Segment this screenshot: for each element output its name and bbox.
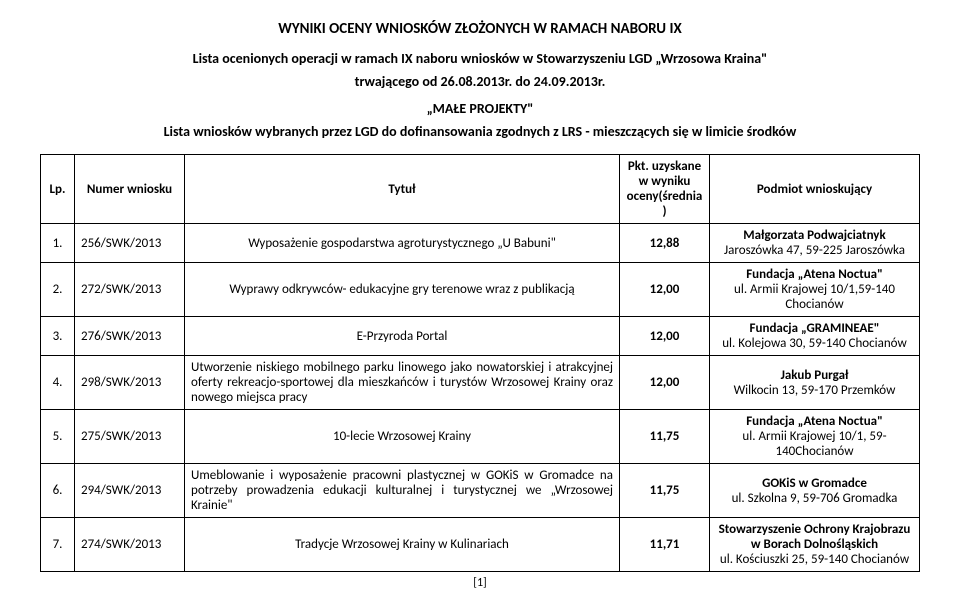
pod-name: Fundacja „Atena Noctua" <box>746 267 883 282</box>
cell-title: 10-lecie Wrzosowej Krainy <box>185 410 620 464</box>
page-number: [1] <box>40 576 920 590</box>
heading-section: „MAŁE PROJEKTY" <box>40 100 920 117</box>
cell-lp: 5. <box>41 410 75 464</box>
cell-lp: 6. <box>41 464 75 518</box>
table-row: 6. 294/SWK/2013 Umeblowanie i wyposażeni… <box>41 464 920 518</box>
cell-nr: 298/SWK/2013 <box>75 356 185 410</box>
cell-pkt: 12,88 <box>620 224 710 263</box>
cell-title: E-Przyroda Portal <box>185 317 620 356</box>
pod-addr: ul. Armii Krajowej 10/1,59-140 Chocianów <box>734 282 895 312</box>
th-pod: Podmiot wnioskujący <box>710 155 920 224</box>
cell-pod: Fundacja „Atena Noctua" ul. Armii Krajow… <box>710 263 920 317</box>
cell-nr: 275/SWK/2013 <box>75 410 185 464</box>
cell-title: Umeblowanie i wyposażenie pracowni plast… <box>185 464 620 518</box>
pod-addr: ul. Szkolna 9, 59-706 Gromadka <box>732 491 898 506</box>
cell-pkt: 12,00 <box>620 263 710 317</box>
cell-lp: 4. <box>41 356 75 410</box>
pod-name: GOKiS w Gromadce <box>762 476 867 491</box>
table-header-row: Lp. Numer wniosku Tytuł Pkt. uzyskane w … <box>41 155 920 224</box>
table-row: 2. 272/SWK/2013 Wyprawy odkrywców- eduka… <box>41 263 920 317</box>
heading-dates: trwającego od 26.08.2013r. do 24.09.2013… <box>40 73 920 90</box>
pod-addr: Wilkocin 13, 59-170 Przemków <box>734 383 896 398</box>
cell-lp: 7. <box>41 518 75 572</box>
cell-pod: Fundacja „Atena Noctua" ul. Armii Krajow… <box>710 410 920 464</box>
cell-pkt: 11,75 <box>620 464 710 518</box>
pod-name: Stowarzyszenie Ochrony Krajobrazu w Bora… <box>719 522 911 552</box>
pod-addr: Jaroszówka 47, 59-225 Jaroszówka <box>724 243 905 258</box>
pod-name: Fundacja „GRAMINEAE" <box>750 321 880 336</box>
pod-name: Fundacja „Atena Noctua" <box>746 414 883 429</box>
cell-lp: 1. <box>41 224 75 263</box>
table-row: 4. 298/SWK/2013 Utworzenie niskiego mobi… <box>41 356 920 410</box>
cell-pod: Stowarzyszenie Ochrony Krajobrazu w Bora… <box>710 518 920 572</box>
cell-pod: Jakub Purgał Wilkocin 13, 59-170 Przemkó… <box>710 356 920 410</box>
cell-nr: 256/SWK/2013 <box>75 224 185 263</box>
table-row: 7. 274/SWK/2013 Tradycje Wrzosowej Krain… <box>41 518 920 572</box>
results-table: Lp. Numer wniosku Tytuł Pkt. uzyskane w … <box>40 154 920 572</box>
cell-nr: 274/SWK/2013 <box>75 518 185 572</box>
th-nr: Numer wniosku <box>75 155 185 224</box>
cell-lp: 2. <box>41 263 75 317</box>
pod-addr: ul. Kościuszki 25, 59-140 Chocianów <box>720 552 909 567</box>
th-pkt: Pkt. uzyskane w wyniku oceny(średnia) <box>620 155 710 224</box>
document-page: WYNIKI OCENY WNIOSKÓW ZŁOŻONYCH W RAMACH… <box>0 0 960 600</box>
pod-name: Małgorzata Podwajciatnyk <box>743 228 885 243</box>
th-title: Tytuł <box>185 155 620 224</box>
cell-pod: Fundacja „GRAMINEAE" ul. Kolejowa 30, 59… <box>710 317 920 356</box>
cell-pkt: 12,00 <box>620 356 710 410</box>
pod-name: Jakub Purgał <box>781 368 849 383</box>
cell-title: Wyprawy odkrywców- edukacyjne gry tereno… <box>185 263 620 317</box>
cell-title: Tradycje Wrzosowej Krainy w Kulinariach <box>185 518 620 572</box>
cell-pkt: 11,75 <box>620 410 710 464</box>
cell-nr: 294/SWK/2013 <box>75 464 185 518</box>
cell-pkt: 12,00 <box>620 317 710 356</box>
cell-title: Wyposażenie gospodarstwa agroturystyczne… <box>185 224 620 263</box>
th-lp: Lp. <box>41 155 75 224</box>
pod-addr: ul. Armii Krajowej 10/1, 59-140Chocianów <box>742 429 886 459</box>
cell-lp: 3. <box>41 317 75 356</box>
cell-title: Utworzenie niskiego mobilnego parku lino… <box>185 356 620 410</box>
table-row: 3. 276/SWK/2013 E-Przyroda Portal 12,00 … <box>41 317 920 356</box>
cell-pod: GOKiS w Gromadce ul. Szkolna 9, 59-706 G… <box>710 464 920 518</box>
table-row: 1. 256/SWK/2013 Wyposażenie gospodarstwa… <box>41 224 920 263</box>
heading-list: Lista wniosków wybranych przez LGD do do… <box>40 123 920 140</box>
cell-pkt: 11,71 <box>620 518 710 572</box>
heading-main: WYNIKI OCENY WNIOSKÓW ZŁOŻONYCH W RAMACH… <box>40 20 920 38</box>
cell-nr: 276/SWK/2013 <box>75 317 185 356</box>
table-row: 5. 275/SWK/2013 10-lecie Wrzosowej Krain… <box>41 410 920 464</box>
cell-nr: 272/SWK/2013 <box>75 263 185 317</box>
cell-pod: Małgorzata Podwajciatnyk Jaroszówka 47, … <box>710 224 920 263</box>
heading-sub1: Lista ocenionych operacji w ramach IX na… <box>40 50 920 67</box>
pod-addr: ul. Kolejowa 30, 59-140 Chocianów <box>722 336 907 351</box>
